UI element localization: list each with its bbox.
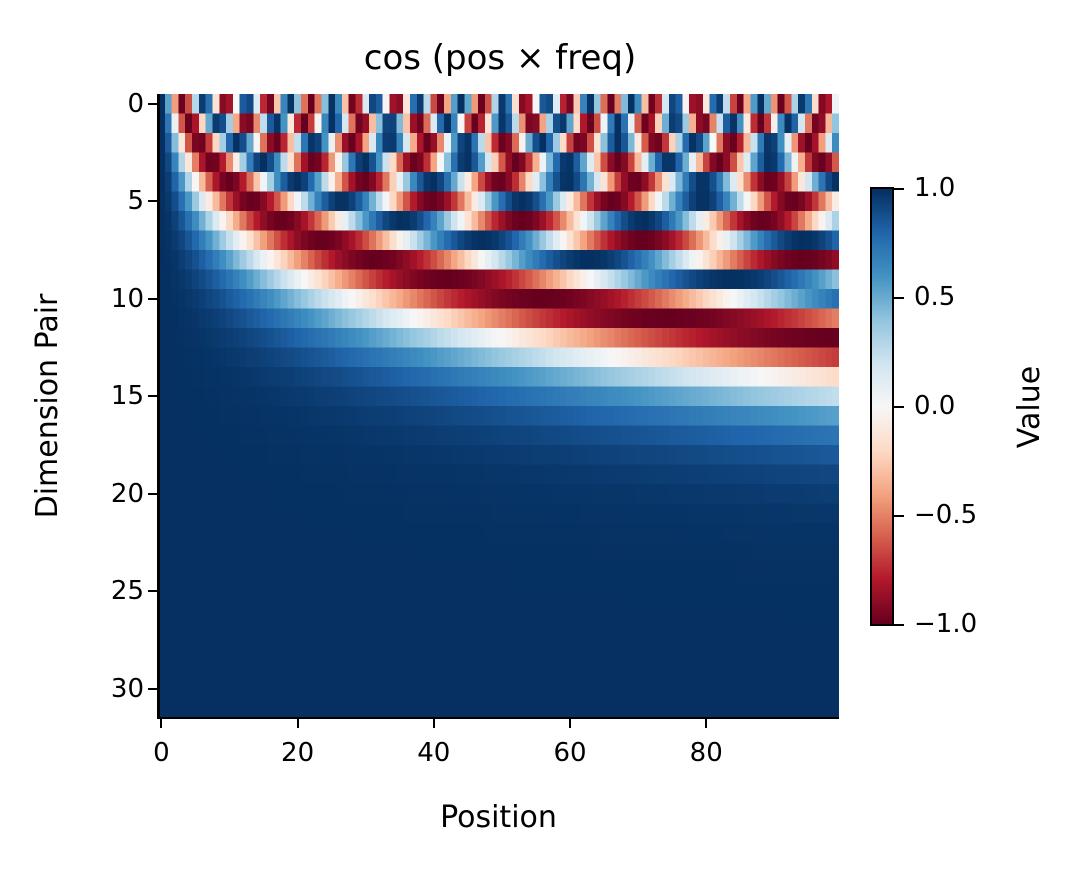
heatmap-plot-area [158,94,839,718]
colorbar-tick-label: −1.0 [914,609,978,639]
colorbar-tick-mark [894,296,904,299]
y-tick-label: 25 [110,576,144,607]
y-axis-spine [157,94,160,719]
colorbar-tick-label: 0.5 [914,281,956,312]
colorbar-label: Value [1012,365,1047,449]
y-tick-mark [148,492,157,495]
x-tick-label: 80 [689,738,723,768]
x-tick-mark [296,719,299,728]
colorbar-tick-mark [894,514,904,517]
x-tick-mark [705,719,708,728]
y-tick-mark [148,590,157,593]
x-axis-spine [157,716,839,719]
x-tick-label: 20 [281,738,315,768]
colorbar-gradient [872,189,892,624]
y-tick-mark [148,687,157,690]
colorbar-tick-mark [894,187,904,190]
x-tick-label: 60 [553,738,587,768]
x-tick-label: 0 [153,738,170,768]
y-axis-label: Dimension Pair [30,293,65,519]
y-tick-label: 15 [110,381,144,412]
y-tick-label: 5 [127,186,144,217]
colorbar [870,187,894,626]
x-tick-mark [160,719,163,728]
y-tick-mark [148,395,157,398]
y-tick-label: 30 [110,673,144,704]
colorbar-tick-label: 0.0 [914,390,956,421]
x-tick-mark [569,719,571,728]
x-axis-label: Position [440,800,557,835]
y-tick-label: 10 [110,283,144,314]
colorbar-tick-mark [894,624,904,626]
heatmap-image [158,94,839,718]
chart-title: cos (pos × freq) [363,38,637,78]
colorbar-tick-label: 1.0 [914,172,956,203]
y-tick-mark [148,102,157,105]
y-tick-mark [148,200,157,203]
y-tick-label: 20 [110,478,144,509]
y-tick-label: 0 [127,88,144,119]
x-tick-mark [432,719,435,728]
x-tick-label: 40 [417,738,451,768]
colorbar-tick-label: −0.5 [914,499,978,530]
y-tick-mark [148,297,157,300]
colorbar-tick-mark [894,405,904,408]
